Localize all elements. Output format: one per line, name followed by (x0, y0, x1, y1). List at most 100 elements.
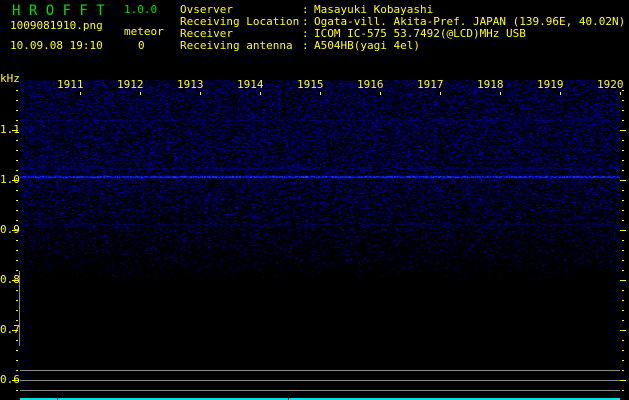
freq-tick (12, 130, 18, 131)
freq-tick (620, 130, 626, 131)
freq-minor-tick (622, 140, 624, 141)
freq-minor-tick (622, 350, 624, 351)
freq-tick (620, 230, 626, 231)
spectrogram (20, 80, 620, 398)
freq-minor-tick (16, 240, 18, 241)
freq-minor-tick (16, 350, 18, 351)
freq-minor-tick (622, 370, 624, 371)
freq-minor-tick (622, 270, 624, 271)
vertical-marker (19, 271, 20, 346)
time-tick (380, 92, 381, 95)
freq-minor-tick (16, 370, 18, 371)
freq-minor-tick (16, 250, 18, 251)
freq-label: 0.8 (0, 273, 20, 286)
freq-minor-tick (16, 320, 18, 321)
freq-minor-tick (16, 270, 18, 271)
freq-label: 0.6 (0, 373, 20, 386)
station-value: Ogata-vill. Akita-Pref. JAPAN (139.96E, … (314, 15, 626, 28)
freq-minor-tick (622, 200, 624, 201)
time-label: 1914 (237, 78, 264, 91)
freq-tick (12, 330, 18, 331)
station-colon: : (302, 3, 309, 16)
freq-tick (12, 380, 18, 381)
freq-minor-tick (16, 390, 18, 391)
freq-tick (620, 180, 626, 181)
station-label: Ovserver (180, 3, 233, 16)
freq-minor-tick (622, 320, 624, 321)
freq-minor-tick (16, 210, 18, 211)
time-tick (320, 92, 321, 95)
freq-minor-tick (622, 170, 624, 171)
station-value: Masayuki Kobayashi (314, 3, 434, 16)
freq-minor-tick (622, 190, 624, 191)
time-tick (260, 92, 261, 95)
freq-minor-tick (16, 200, 18, 201)
time-label: 1920 (597, 78, 624, 91)
freq-minor-tick (16, 360, 18, 361)
freq-label: 1.1 (0, 123, 20, 136)
time-tick (500, 92, 501, 95)
time-label: 1913 (177, 78, 204, 91)
time-tick (80, 92, 81, 95)
station-colon: : (302, 39, 309, 52)
time-label: 1919 (537, 78, 564, 91)
station-value: A504HB(yagi 4el) (314, 39, 420, 52)
freq-minor-tick (16, 220, 18, 221)
time-tick (440, 92, 441, 95)
guide-line (20, 380, 620, 381)
station-colon: : (302, 27, 309, 40)
freq-tick (620, 380, 626, 381)
freq-minor-tick (16, 340, 18, 341)
freq-minor-tick (622, 100, 624, 101)
file-name: 1009081910.png (10, 19, 103, 32)
freq-label: 0.9 (0, 223, 20, 236)
file-datetime: 10.09.08 19:10 (10, 39, 103, 52)
meteor-count: 0 (138, 39, 145, 52)
time-label: 1912 (117, 78, 144, 91)
freq-minor-tick (622, 220, 624, 221)
time-tick (200, 92, 201, 95)
time-label: 1918 (477, 78, 504, 91)
freq-minor-tick (622, 250, 624, 251)
freq-minor-tick (622, 360, 624, 361)
freq-minor-tick (16, 190, 18, 191)
freq-minor-tick (16, 170, 18, 171)
freq-minor-tick (16, 160, 18, 161)
time-label: 1916 (357, 78, 384, 91)
freq-tick (12, 230, 18, 231)
freq-minor-tick (622, 290, 624, 291)
freq-minor-tick (622, 90, 624, 91)
time-tick (140, 92, 141, 95)
unit-label: kHz (0, 72, 20, 85)
status-bar (20, 398, 620, 400)
freq-minor-tick (622, 210, 624, 211)
freq-minor-tick (16, 90, 18, 91)
station-label: Receiving antenna (180, 39, 293, 52)
freq-tick (620, 280, 626, 281)
station-colon: : (302, 15, 309, 28)
app-title: H R O F F T (12, 3, 105, 19)
station-value: ICOM IC-575 53.7492(@LCD)MHz USB (314, 27, 526, 40)
guide-line (20, 370, 620, 371)
freq-minor-tick (622, 340, 624, 341)
time-label: 1915 (297, 78, 324, 91)
freq-label: 1.0 (0, 173, 20, 186)
freq-minor-tick (622, 120, 624, 121)
time-label: 1911 (57, 78, 84, 91)
meteor-label: meteor (124, 25, 164, 38)
freq-minor-tick (622, 150, 624, 151)
freq-minor-tick (16, 290, 18, 291)
freq-minor-tick (16, 100, 18, 101)
freq-minor-tick (16, 310, 18, 311)
freq-minor-tick (622, 110, 624, 111)
freq-tick (12, 180, 18, 181)
freq-minor-tick (16, 110, 18, 111)
freq-minor-tick (622, 310, 624, 311)
app-version: 1.0.0 (124, 3, 158, 16)
freq-minor-tick (16, 300, 18, 301)
freq-minor-tick (16, 140, 18, 141)
time-tick (620, 92, 621, 95)
freq-minor-tick (622, 260, 624, 261)
freq-minor-tick (622, 240, 624, 241)
freq-minor-tick (16, 150, 18, 151)
